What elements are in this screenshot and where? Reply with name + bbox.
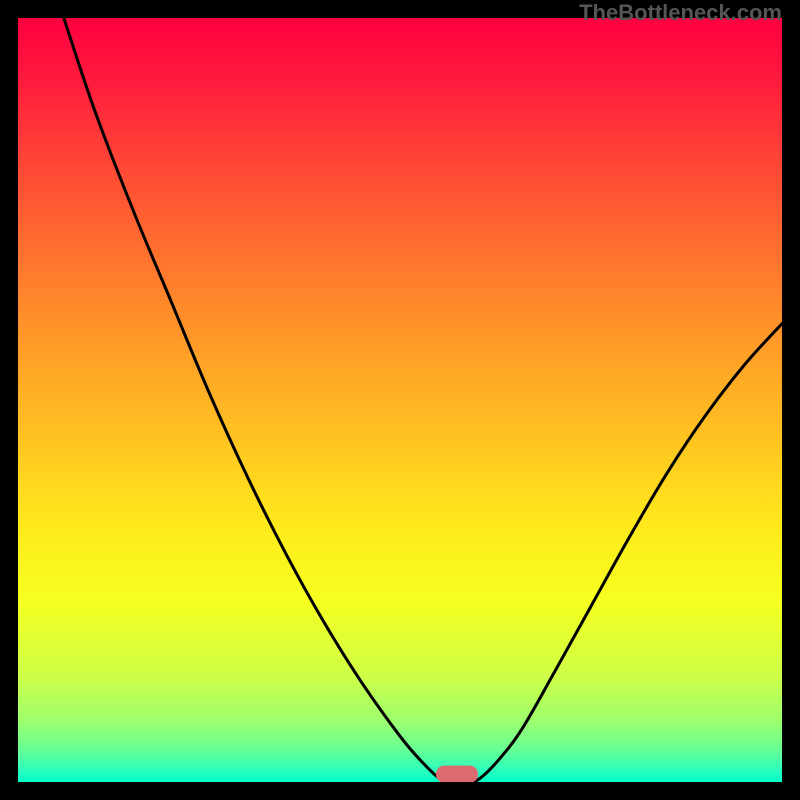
bottleneck-curve [64, 18, 782, 782]
chart-frame: TheBottleneck.com [0, 0, 800, 800]
curve-layer [18, 18, 782, 782]
optimal-marker [436, 766, 478, 782]
plot-area [18, 18, 782, 782]
watermark-text: TheBottleneck.com [579, 0, 782, 26]
